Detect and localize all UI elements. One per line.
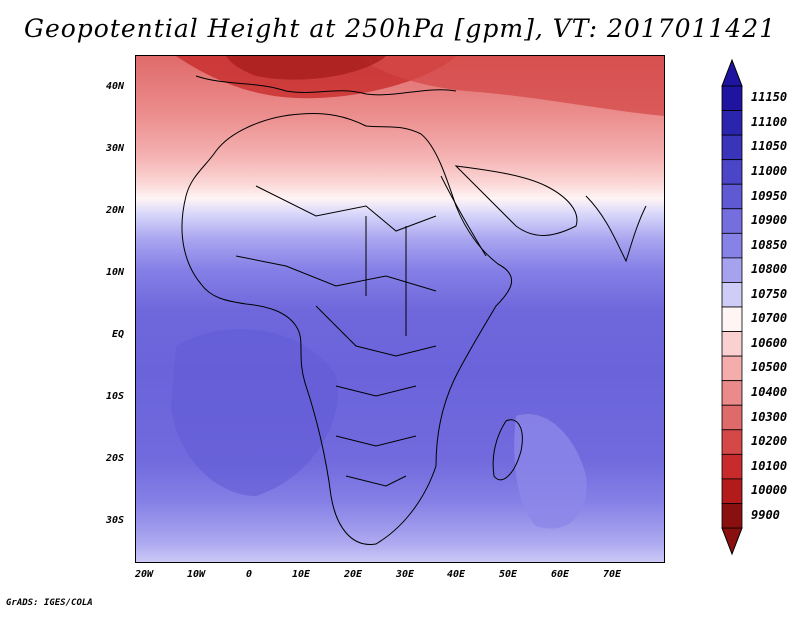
border-2 [235, 255, 437, 292]
colorbar-box [721, 429, 743, 455]
border-3 [315, 305, 437, 357]
colorbar-bottom-arrow [721, 527, 743, 556]
colorbar-box [721, 85, 743, 111]
colorbar-box [721, 208, 743, 234]
x-tick-label-50E: 50E [499, 569, 518, 580]
colorbar-level-label: 9900 [751, 507, 780, 522]
border-6 [345, 475, 407, 487]
x-tick-label-0: 0 [246, 569, 253, 580]
madagascar-coast [492, 419, 523, 481]
colorbar-box [721, 478, 743, 504]
colorbar-box [721, 404, 743, 431]
colorbar-level-label: 10200 [751, 434, 788, 449]
colorbar-level-label: 10100 [751, 458, 788, 473]
colorbar-level-label: 10700 [751, 311, 788, 326]
x-tick-label-20W: 20W [135, 569, 154, 580]
red-sea [440, 175, 487, 257]
x-tick-label-60E: 60E [551, 569, 570, 580]
field-light-blue-patch [514, 414, 587, 529]
colorbar-level-label: 10500 [751, 360, 788, 375]
colorbar-box [721, 257, 743, 283]
y-tick-label-10S: 10S [106, 391, 125, 402]
y-tick-label-30S: 30S [106, 515, 125, 526]
x-tick-label-70E: 70E [603, 569, 622, 580]
field-core-red-east [356, 56, 664, 116]
colorbar-box [721, 503, 743, 529]
colorbar-level-label: 10750 [751, 286, 788, 301]
colorbar-top-arrow [721, 58, 743, 87]
map-plot-area [135, 55, 665, 563]
colorbar-box [721, 453, 743, 480]
field-core-dark [226, 56, 386, 80]
y-tick-label-40N: 40N [106, 81, 125, 92]
y-tick-label-10N: 10N [106, 267, 125, 278]
colorbar-box [721, 306, 743, 332]
europe-coast [195, 75, 457, 96]
colorbar-level-label: 10900 [751, 213, 788, 228]
colorbar-box [721, 159, 743, 185]
border-1 [255, 185, 437, 232]
colorbar-box [721, 110, 743, 136]
border-4 [335, 385, 417, 397]
geopotential-field [136, 56, 664, 562]
colorbar-level-label: 10800 [751, 262, 788, 277]
colorbar-box [721, 183, 743, 210]
colorbar-level-label: 11100 [751, 114, 788, 129]
colorbar-level-label: 10850 [751, 237, 788, 252]
colorbar-box [721, 331, 743, 357]
y-tick-label-20S: 20S [106, 453, 125, 464]
colorbar [721, 58, 743, 556]
arabia-coast [454, 165, 578, 236]
x-tick-label-30E: 30E [396, 569, 415, 580]
colorbar-level-label: 10300 [751, 409, 788, 424]
footer-credit: GrADS: IGES/COLA [6, 598, 93, 608]
coastlines [181, 75, 647, 545]
border-7 [365, 216, 407, 336]
colorbar-level-label: 10950 [751, 188, 788, 203]
colorbar-box [721, 380, 743, 406]
colorbar-level-label: 11000 [751, 163, 788, 178]
x-tick-label-20E: 20E [344, 569, 363, 580]
border-5 [335, 435, 417, 447]
colorbar-level-label: 10000 [751, 483, 788, 498]
colorbar-box [721, 134, 743, 161]
y-tick-label-30N: 30N [106, 143, 125, 154]
y-tick-label-EQ: EQ [112, 329, 125, 340]
colorbar-box [721, 355, 743, 382]
colorbar-level-label: 10400 [751, 384, 788, 399]
y-tick-label-20N: 20N [106, 205, 125, 216]
india-coast [585, 195, 647, 263]
colorbar-level-label: 11150 [751, 90, 788, 105]
colorbar-box [721, 282, 743, 308]
x-tick-label-10W: 10W [187, 569, 206, 580]
colorbar-level-label: 11050 [751, 139, 788, 154]
colorbar-box [721, 232, 743, 259]
map-title: Geopotential Height at 250hPa [gpm], VT:… [23, 14, 777, 43]
colorbar-boxes [721, 85, 743, 529]
colorbar-level-label: 10600 [751, 335, 788, 350]
x-tick-label-10E: 10E [292, 569, 311, 580]
africa-coastline [181, 113, 513, 545]
field-dark-blue-patch [171, 329, 338, 496]
x-tick-label-40E: 40E [447, 569, 466, 580]
